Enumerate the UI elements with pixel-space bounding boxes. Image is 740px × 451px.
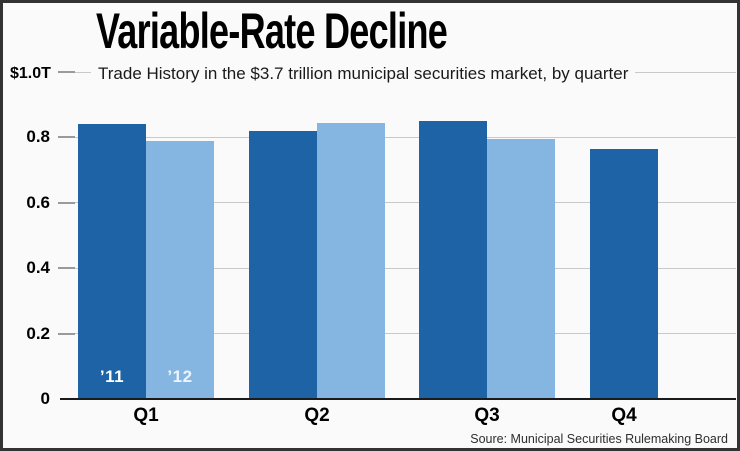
x-label-q2: Q2 xyxy=(304,405,330,426)
bar-q3-11 xyxy=(419,121,487,399)
x-label-q1: Q1 xyxy=(133,405,159,426)
gridline-0.4 xyxy=(58,267,736,269)
gridline-0.8 xyxy=(58,136,736,138)
ytick-0.8 xyxy=(58,136,75,139)
series-label-12: ’12 xyxy=(167,367,193,386)
chart-subtitle: Trade History in the $3.7 trillion munic… xyxy=(91,64,636,84)
ytick-$1.0T xyxy=(58,71,75,73)
bar-q1-11: ’11 xyxy=(78,124,146,399)
chart-title: Variable-Rate Decline xyxy=(96,3,448,59)
x-label-q3: Q3 xyxy=(474,405,500,426)
ytick-label-0.2: 0.2 xyxy=(26,323,50,343)
ytick-label-0.8: 0.8 xyxy=(26,127,50,147)
ytick-0.2 xyxy=(58,332,75,335)
bar-q4-11 xyxy=(590,149,658,399)
gridline-0.2 xyxy=(58,333,736,335)
bar-q3-12 xyxy=(487,139,555,399)
ytick-0.6 xyxy=(58,201,75,204)
x-label-q4: Q4 xyxy=(611,405,637,426)
series-label-11: ’11 xyxy=(99,367,125,386)
source-credit: Soure: Municipal Securities Rulemaking B… xyxy=(470,432,728,446)
ytick-label-0.4: 0.4 xyxy=(26,258,50,278)
bar-q2-11 xyxy=(249,131,317,399)
ytick-label-0: 0 xyxy=(40,389,50,408)
ytick-label-1-0t: $1.0T xyxy=(10,64,55,84)
ytick-0.4 xyxy=(58,267,75,270)
plot-area: 0 0.2 0.4 0.6 0.8 ’11 ’12 Q1 Q2 Q3 Q4 xyxy=(3,3,737,448)
bar-q2-12 xyxy=(317,123,385,399)
bar-q1-12: ’12 xyxy=(146,141,214,399)
ytick-label-0.6: 0.6 xyxy=(26,192,50,212)
x-axis-line xyxy=(60,398,736,400)
gridline-0.6 xyxy=(58,202,736,204)
